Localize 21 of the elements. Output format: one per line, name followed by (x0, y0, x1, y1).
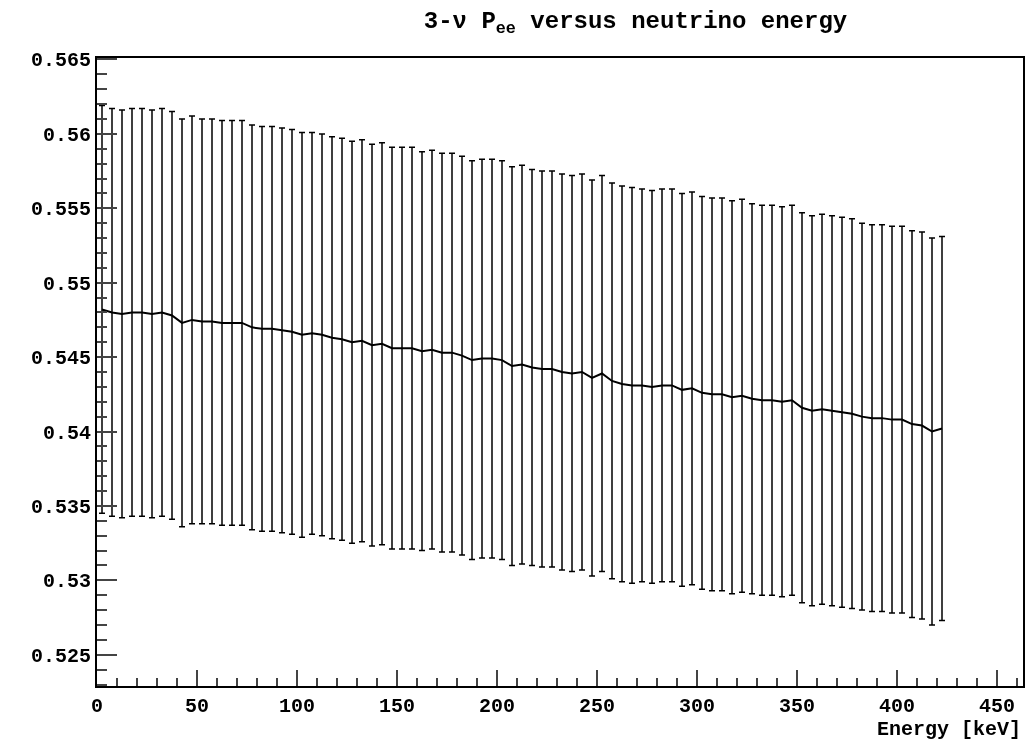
x-tick-label: 50 (184, 695, 210, 718)
x-tick-label: 250 (578, 695, 616, 718)
y-tick-label: 0.555 (30, 198, 91, 222)
x-tick-label: 200 (478, 695, 516, 718)
y-tick-label: 0.54 (42, 421, 91, 445)
x-tick-label: 100 (278, 695, 316, 718)
x-axis-title: Energy [keV] (877, 718, 1022, 741)
x-tick-label: 0 (90, 695, 104, 718)
x-tick-label: 150 (378, 695, 416, 718)
y-tick-label: 0.55 (42, 272, 91, 296)
y-tick-label: 0.565 (30, 49, 91, 73)
x-tick-label: 400 (878, 695, 916, 718)
y-tick-label: 0.53 (42, 570, 91, 594)
y-tick-label: 0.545 (30, 347, 91, 371)
chart-title: 3-ν P$_{ee}$ versus neutrino energy (423, 8, 848, 39)
x-tick-label: 450 (978, 695, 1016, 718)
y-tick-label: 0.56 (42, 123, 91, 147)
x-tick-label: 300 (678, 695, 716, 718)
y-tick-label: 0.525 (30, 644, 91, 668)
y-tick-label: 0.535 (30, 495, 91, 519)
x-tick-label: 350 (778, 695, 816, 718)
